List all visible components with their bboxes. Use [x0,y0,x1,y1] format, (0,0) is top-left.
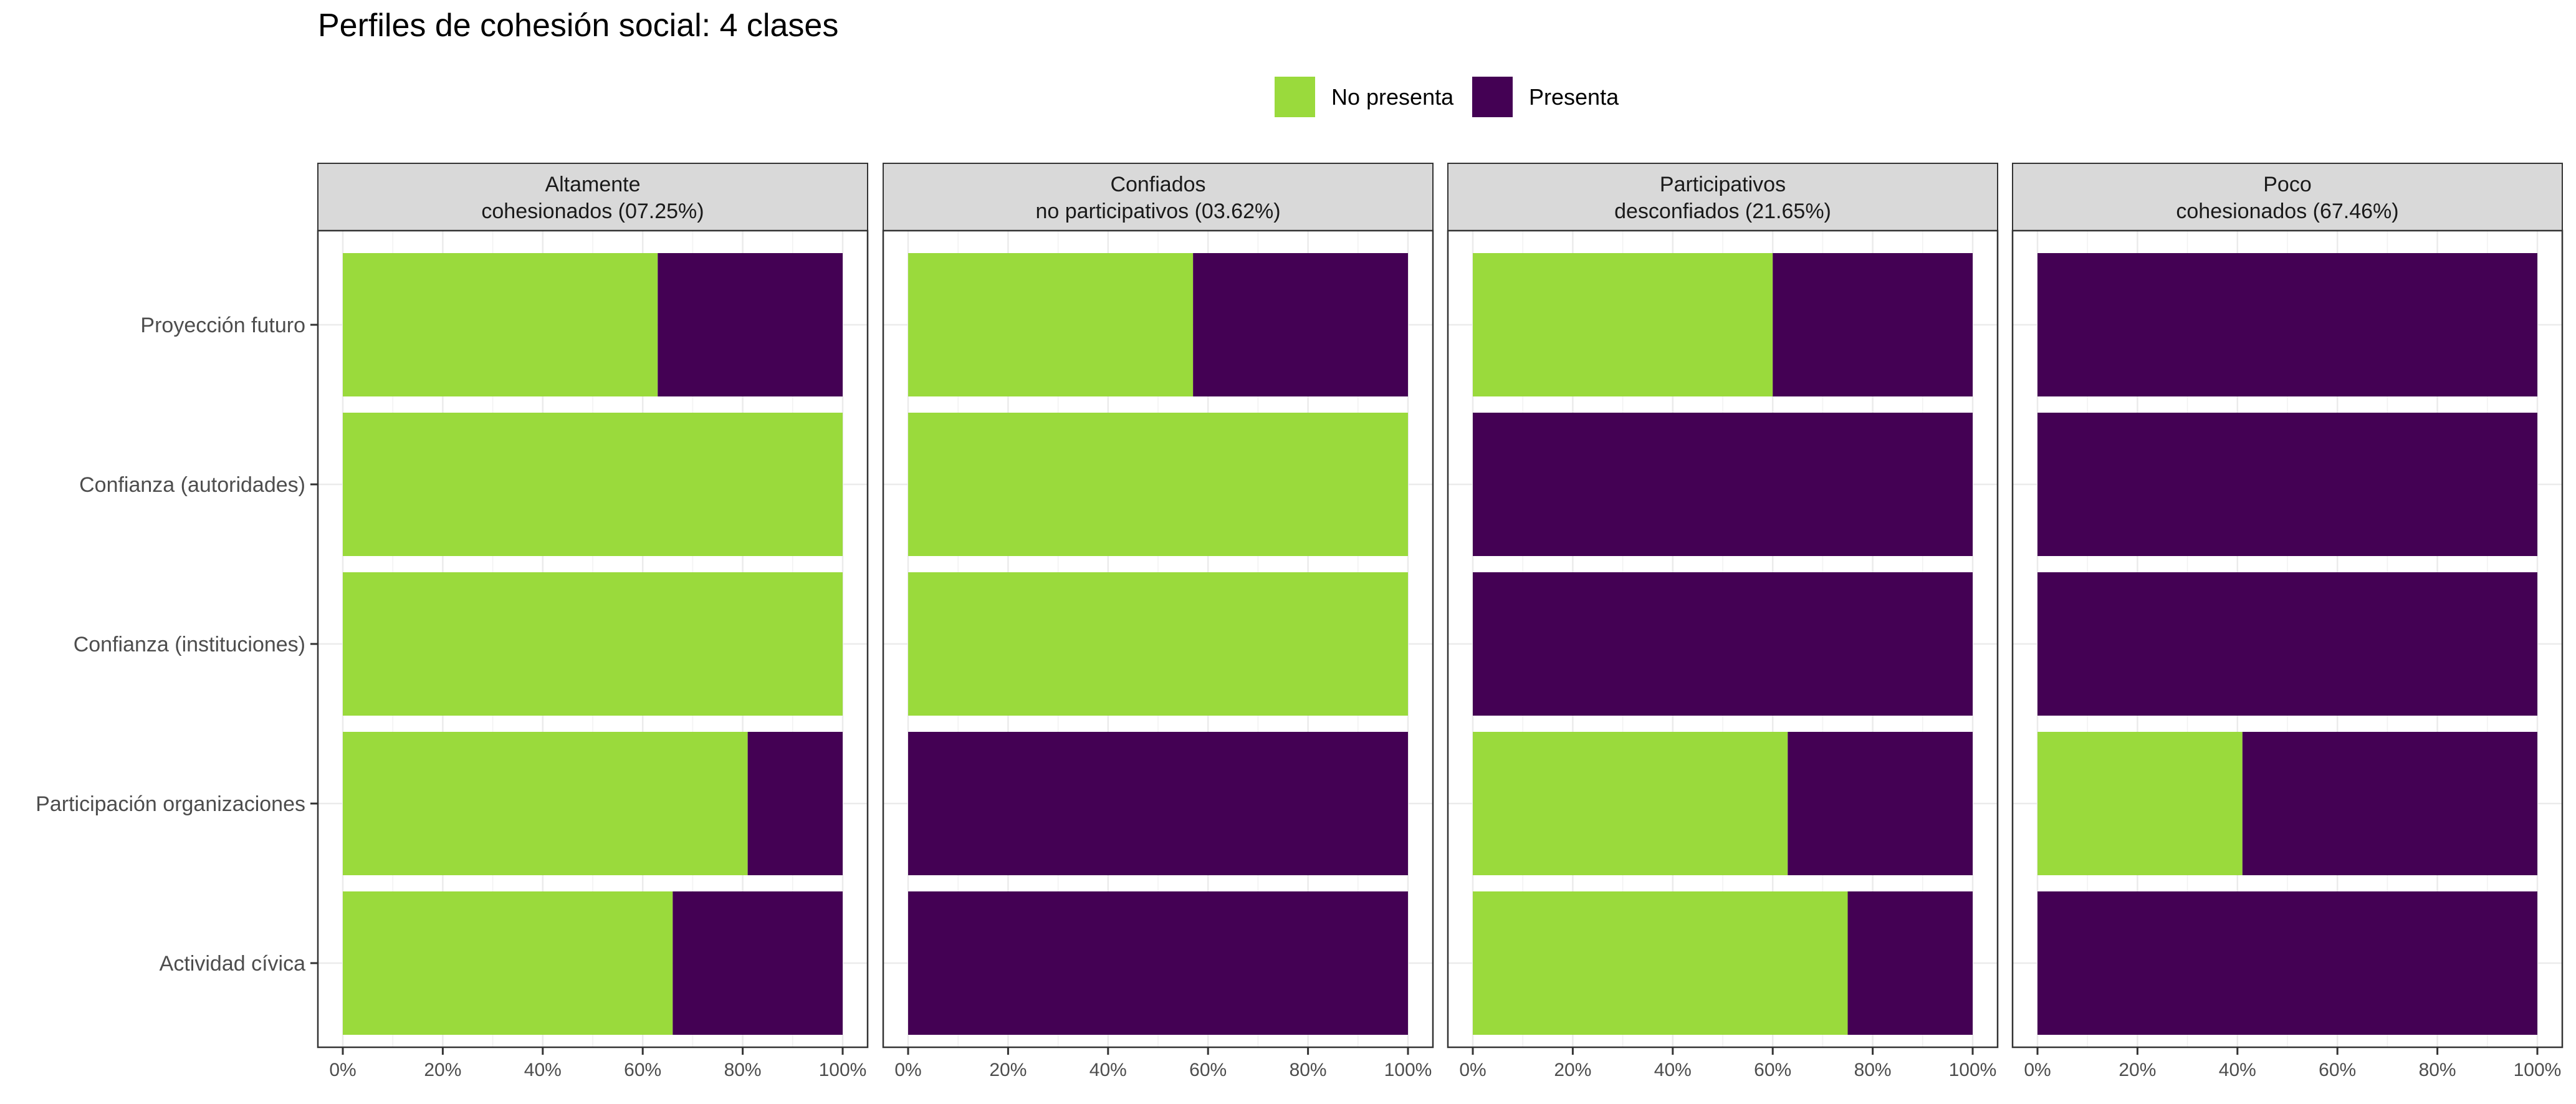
y-axis: Proyección futuro Confianza (autoridades)… [36,314,318,976]
bar-presenta-actividad-civica [908,891,1408,1035]
x-tick-label: 100% [819,1060,867,1080]
bar-presenta-proyeccion-futuro [658,253,843,396]
facet-panel-2: Confiados no participativos (03.62%) 0% 20%… [882,163,1434,1080]
x-tick-label: 60% [2319,1060,2356,1080]
bar-presenta-participacion-organizaciones [908,732,1408,875]
legend-label-presenta: Presenta [1529,84,1619,110]
x-tick-label: 60% [1754,1060,1791,1080]
x-tick-label: 0% [2024,1060,2051,1080]
bar-no-presenta-confianza-instituciones [343,572,843,716]
y-tick-label-confianza-autoridades: Confianza (autoridades) [79,473,305,497]
bar-no-presenta-confianza-instituciones [908,572,1408,716]
legend: No presenta Presenta [1275,77,1619,117]
bar-presenta-participacion-organizaciones [2242,732,2537,875]
bar-presenta-actividad-civica [2037,891,2537,1035]
bar-no-presenta-actividad-civica [1473,891,1848,1035]
bar-presenta-confianza-autoridades [2037,413,2537,556]
y-tick-label-actividad-civica: Actividad cívica [160,952,305,976]
x-tick-label: 80% [2419,1060,2456,1080]
bar-no-presenta-proyeccion-futuro [908,253,1194,396]
y-tick-label-proyeccion-futuro: Proyección futuro [140,314,305,337]
x-tick-label: 40% [1654,1060,1692,1080]
facet-panel-1: Altamente cohesionados (07.25%) 0% 20% 40% 60… [317,163,869,1080]
bar-presenta-proyeccion-futuro [1193,253,1408,396]
panel-border [1447,229,1999,1049]
panel-border [317,229,869,1049]
facet-strip [883,163,1434,231]
bar-presenta-participacion-organizaciones [1788,732,1973,875]
facet-panels: Altamente cohesionados (07.25%) 0% 20% 40% 60… [317,163,2564,1080]
bar-no-presenta-actividad-civica [343,891,673,1035]
chart-title: Perfiles de cohesión social: 4 clases [318,7,838,44]
bar-presenta-proyeccion-futuro [1773,253,1973,396]
facet-strip-label-line2: desconfiados (21.65%) [1614,199,1831,223]
facet-strip [1447,163,1998,231]
facet-panel-3: Participativos desconfiados (21.65%) 0% 20%… [1447,163,1999,1080]
facet-panel-4: Poco cohesionados (67.46%) 0% 20% 40% 60% 80% 1… [2011,163,2564,1080]
x-tick-label: 80% [724,1060,762,1080]
x-tick-label: 60% [1189,1060,1227,1080]
bar-presenta-confianza-instituciones [1473,572,1973,716]
panel-border [882,229,1434,1049]
x-tick-label: 0% [329,1060,356,1080]
bar-no-presenta-proyeccion-futuro [1473,253,1773,396]
x-tick-label: 0% [894,1060,921,1080]
facet-strip-label-line1: Participativos [1660,173,1786,196]
bar-no-presenta-participacion-organizaciones [343,732,748,875]
facet-strip-label-line1: Altamente [545,173,640,196]
bar-presenta-confianza-autoridades [1473,413,1973,556]
facet-strip-label-line1: Poco [2263,173,2312,196]
bar-presenta-actividad-civica [673,891,843,1035]
x-tick-label: 20% [989,1060,1027,1080]
x-tick-label: 60% [624,1060,661,1080]
facet-strip-label-line2: no participativos (03.62%) [1035,199,1280,223]
bar-presenta-actividad-civica [1847,891,1973,1035]
bar-no-presenta-proyeccion-futuro [343,253,658,396]
facet-strip-label-line2: cohesionados (07.25%) [481,199,704,223]
x-tick-label: 100% [2514,1060,2562,1080]
x-tick-label: 100% [1384,1060,1432,1080]
bar-no-presenta-confianza-autoridades [908,413,1408,556]
x-tick-label: 20% [2119,1060,2156,1080]
x-tick-label: 100% [1949,1060,1997,1080]
facet-strip [317,163,868,231]
x-tick-label: 80% [1854,1060,1892,1080]
x-tick-label: 20% [1554,1060,1591,1080]
y-tick-label-participacion-organizaciones: Participación organizaciones [36,792,305,816]
x-tick-label: 80% [1290,1060,1327,1080]
bar-presenta-confianza-instituciones [2037,572,2537,716]
legend-swatch-no-presenta [1275,77,1315,117]
bar-presenta-participacion-organizaciones [747,732,843,875]
x-tick-label: 0% [1459,1060,1486,1080]
bar-presenta-proyeccion-futuro [2037,253,2537,396]
x-tick-label: 20% [424,1060,461,1080]
facet-strip [2012,163,2563,231]
facet-strip-label-line2: cohesionados (67.46%) [2176,199,2398,223]
bar-no-presenta-participacion-organizaciones [1473,732,1788,875]
legend-label-no-presenta: No presenta [1331,84,1454,110]
x-tick-label: 40% [2219,1060,2256,1080]
x-tick-label: 40% [524,1060,562,1080]
legend-swatch-presenta [1472,77,1513,117]
panel-border [2011,229,2564,1049]
x-tick-label: 40% [1089,1060,1127,1080]
y-tick-label-confianza-instituciones: Confianza (instituciones) [74,633,305,656]
bar-no-presenta-confianza-autoridades [343,413,843,556]
facet-strip-label-line1: Confiados [1110,173,1205,196]
bar-no-presenta-participacion-organizaciones [2037,732,2243,875]
